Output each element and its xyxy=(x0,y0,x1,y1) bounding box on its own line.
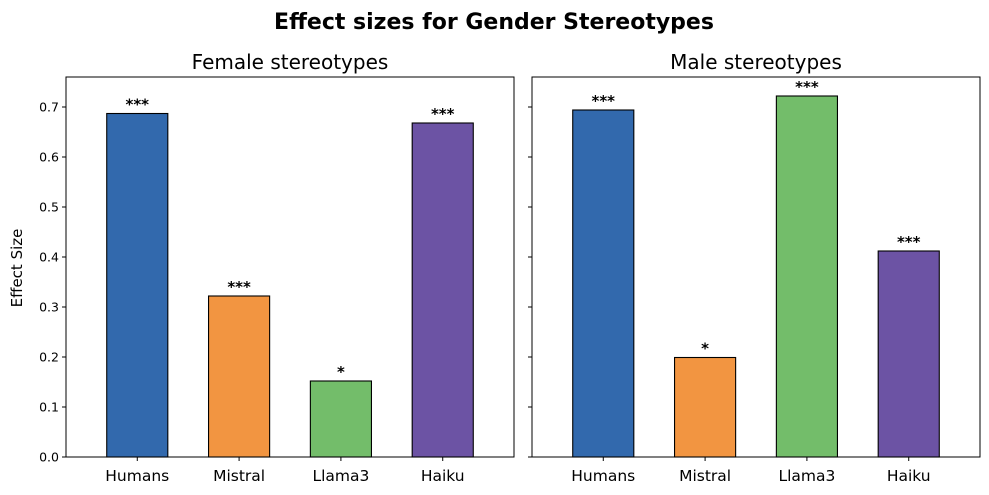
panel-title: Female stereotypes xyxy=(192,50,389,74)
significance-label: * xyxy=(337,363,345,381)
x-tick-label: Haiku xyxy=(887,467,931,485)
y-tick-label: 0.0 xyxy=(39,450,59,465)
significance-label: *** xyxy=(431,105,455,123)
bar-llama3 xyxy=(309,380,373,458)
significance-label: *** xyxy=(591,92,615,110)
bar-humans xyxy=(106,112,169,458)
figure-title: Effect sizes for Gender Stereotypes xyxy=(274,10,714,35)
y-tick-label: 0.4 xyxy=(39,250,59,265)
y-tick-label: 0.3 xyxy=(39,300,59,315)
bar-mistral xyxy=(673,356,737,458)
y-tick-label: 0.7 xyxy=(39,100,59,115)
plot-frame xyxy=(65,76,515,458)
y-tick-label: 0.1 xyxy=(39,400,59,415)
panel-female: Female stereotypes *** Humans *** Mistral * Ll… xyxy=(39,50,515,485)
x-tick-label: Mistral xyxy=(679,467,731,485)
bar-mistral xyxy=(207,295,271,458)
significance-label: *** xyxy=(125,96,149,114)
panel-male: Male stereotypes *** Humans * Mistral *** Llam… xyxy=(528,50,981,485)
y-axis-label: Effect Size xyxy=(8,229,26,308)
x-tick-label: Humans xyxy=(105,467,169,485)
significance-label: * xyxy=(701,340,709,358)
bar-llama3 xyxy=(775,95,839,458)
y-tick-label: 0.6 xyxy=(39,150,59,165)
plot-frame xyxy=(531,76,981,458)
x-tick-label: Llama3 xyxy=(778,467,835,485)
significance-label: *** xyxy=(227,278,251,296)
bar-haiku xyxy=(411,122,474,458)
y-tick-label: 0.2 xyxy=(39,350,59,365)
significance-label: *** xyxy=(795,78,819,96)
bar-haiku xyxy=(877,250,940,458)
panel-title: Male stereotypes xyxy=(670,50,842,74)
x-tick-label: Mistral xyxy=(213,467,265,485)
bar-humans xyxy=(572,109,635,458)
x-tick-label: Haiku xyxy=(421,467,465,485)
significance-label: *** xyxy=(897,233,921,251)
y-tick-label: 0.5 xyxy=(39,200,59,215)
x-tick-label: Llama3 xyxy=(312,467,369,485)
x-tick-label: Humans xyxy=(571,467,635,485)
